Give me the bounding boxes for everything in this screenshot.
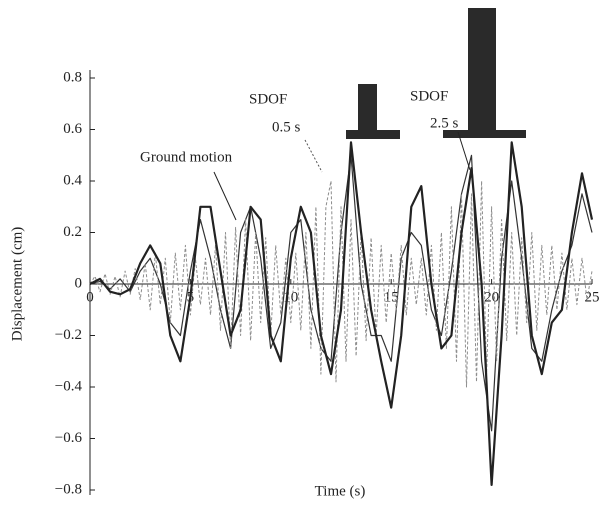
- series-line: [89, 180, 593, 388]
- building-icon: [468, 8, 496, 130]
- building-base: [443, 130, 526, 138]
- y-tick-label: −0.2: [55, 327, 82, 343]
- y-tick-label: 0.8: [63, 69, 82, 85]
- x-axis-label: Time (s): [315, 483, 366, 499]
- y-axis-label: Displacement (cm): [9, 227, 25, 342]
- annotation: SDOF: [249, 91, 287, 107]
- y-tick-label: −0.8: [55, 481, 82, 497]
- annotation: Ground motion: [140, 149, 233, 165]
- annotation: SDOF: [410, 88, 448, 104]
- y-tick-label: 0.4: [63, 172, 82, 188]
- y-tick-label: 0.2: [63, 224, 82, 240]
- building-base: [346, 130, 400, 139]
- building-icon: [358, 84, 377, 130]
- y-tick-label: −0.4: [55, 378, 83, 394]
- y-tick-label: −0.6: [55, 430, 83, 446]
- series-line: [89, 141, 594, 486]
- annotation: 2.5 s: [430, 115, 459, 131]
- y-tick-label: 0: [75, 275, 83, 291]
- x-tick-label: 0: [86, 289, 94, 305]
- y-tick-label: 0.6: [63, 121, 82, 137]
- annotation: 0.5 s: [272, 119, 301, 135]
- x-tick-label: 20: [484, 289, 499, 305]
- plot-area: −0.8−0.6−0.4−0.200.20.40.60.80 5 10 15 20 25: [55, 69, 600, 497]
- annotation-arrow: [213, 171, 237, 221]
- annotation-arrow: [304, 139, 323, 173]
- annotation-arrow: [457, 131, 471, 171]
